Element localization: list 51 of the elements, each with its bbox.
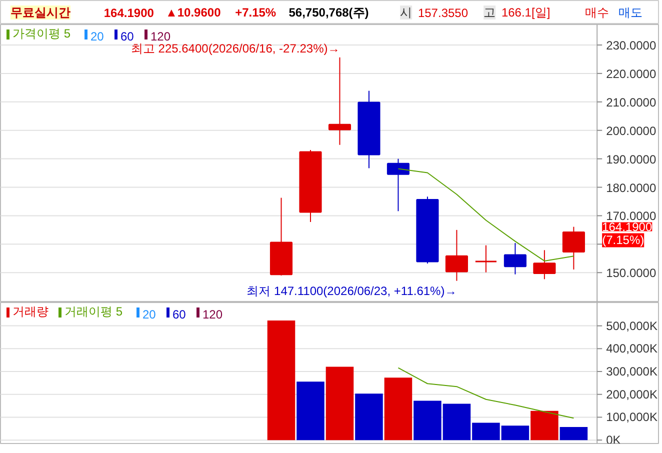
text: 60 [120,30,134,44]
y-tick-label: 150.0000 [606,266,656,280]
text: 157.3550 [418,6,468,20]
y-tick-label: 220.0000 [606,66,656,81]
legend-label: 가격이평 5 [12,26,71,40]
bar [326,366,354,440]
line-series [398,367,574,419]
y-tick-label: 200,000K [606,387,658,402]
y-tick-label: 230.0000 [606,38,656,52]
text: 60 [172,308,186,322]
candlestick [445,229,468,282]
legend-label: 거래량 [12,304,48,318]
text: (7.15%) [602,233,644,248]
legend-label: 거래이평 5 [64,304,123,318]
text: 매수 [584,6,609,20]
text: 무료실시간 [10,6,70,20]
text: 고 [484,6,496,20]
bar [560,427,588,440]
bar [267,320,296,440]
text: 120 [150,30,171,44]
text: 시 [400,6,412,20]
text: 20 [90,30,104,44]
candlestick [474,244,498,273]
text: 120 [202,308,223,322]
bar [384,378,412,440]
candlestick [562,226,585,270]
bar [296,382,324,440]
annotation: 최고 225.6400(2026/06/16, -27.23%)→ [130,41,340,56]
text: 164.1900 [602,220,652,234]
text: 20 [142,308,156,322]
text: 매도 [618,6,643,20]
y-tick-label: 210.0000 [606,95,656,110]
candlestick [328,56,352,146]
text: 56,750,768(주) [288,6,369,20]
y-tick-label: 190.0000 [606,152,656,166]
y-tick-label: 100,000K [606,410,658,424]
candlestick [533,250,556,280]
text: 164.1900 [104,6,154,20]
text: 166.1[일] [501,6,550,20]
y-tick-label: 400,000K [606,342,658,356]
y-tick-label: 200.0000 [606,124,656,138]
text: +7.15% [235,6,276,20]
bar [355,394,383,440]
candlestick [504,242,526,275]
text: ▲10.9600 [165,6,222,20]
annotation: 최저 147.1100(2026/06/23, +11.61%)→ [246,284,457,298]
y-tick-label: 500,000K [606,318,658,333]
y-tick-label: 180.0000 [606,180,656,195]
bar [530,410,558,440]
candlestick [386,158,410,212]
y-tick-label: 300,000K [606,364,658,379]
